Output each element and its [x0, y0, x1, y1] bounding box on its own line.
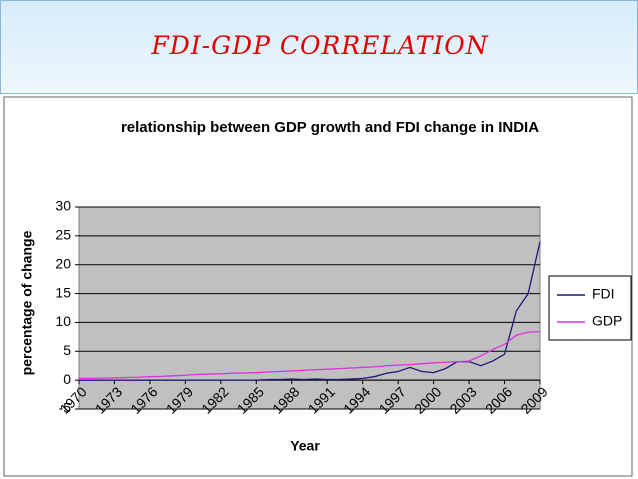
y-tick-label: 0 — [63, 371, 71, 387]
y-tick-label: 25 — [55, 227, 71, 243]
y-tick-label: 10 — [55, 313, 71, 329]
series-line — [79, 331, 541, 380]
plot-area — [78, 206, 541, 410]
y-tick-label: -5 — [59, 400, 72, 416]
header: FDI-GDP CORRELATION — [0, 0, 638, 94]
slide-title: FDI-GDP CORRELATION — [151, 31, 489, 60]
y-tick-label: 15 — [55, 284, 71, 300]
y-tick-label: 20 — [55, 255, 71, 271]
legend-label: FDI — [592, 286, 615, 302]
x-axis-title: Year — [290, 438, 320, 454]
y-tick-label: 5 — [63, 342, 71, 358]
chart-title: relationship between GDP growth and FDI … — [121, 119, 539, 136]
legend-box — [548, 275, 632, 341]
y-axis-title: percentage of change — [19, 230, 35, 375]
legend-label: GDP — [592, 313, 622, 329]
y-tick-label: 30 — [55, 198, 71, 214]
